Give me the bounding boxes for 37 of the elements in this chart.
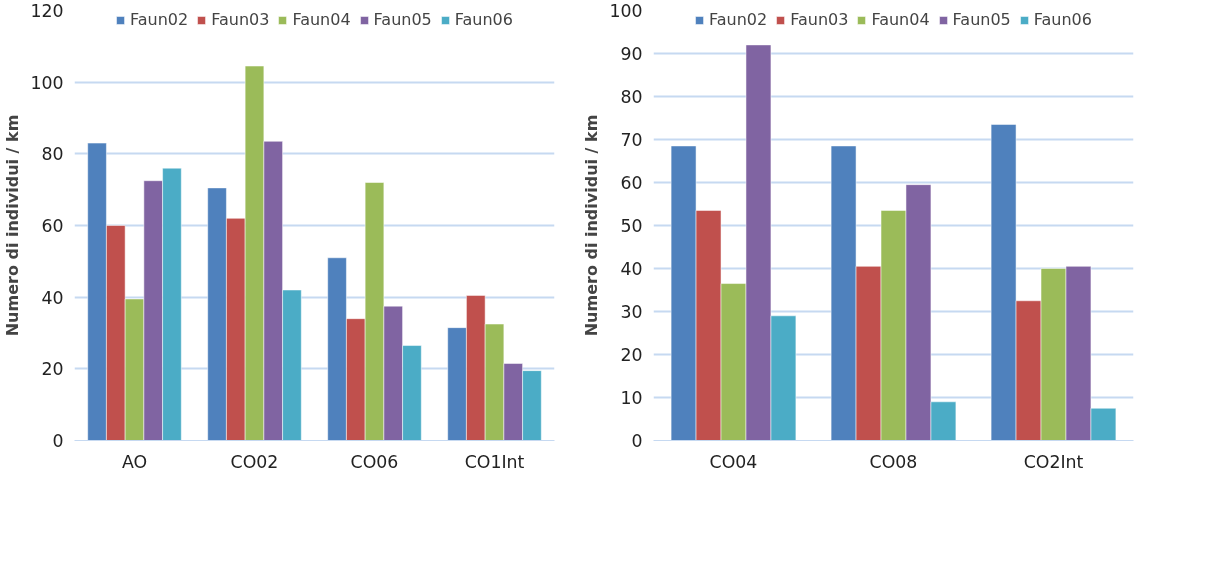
- y-tick-label: 30: [620, 302, 643, 322]
- y-tick-label: 40: [41, 287, 64, 308]
- y-tick-label: 100: [609, 1, 643, 21]
- x-tick-label: CO2Int: [1023, 451, 1084, 472]
- legend-label: Faun05: [373, 10, 432, 29]
- y-tick-label: 20: [41, 359, 64, 380]
- legend-label: Faun03: [790, 10, 849, 29]
- y-tick-label: 0: [52, 431, 64, 451]
- x-tick-label: CO06: [350, 451, 399, 472]
- y-axis-title: Numero di individui / km: [3, 114, 23, 337]
- y-tick-label: 80: [41, 144, 64, 165]
- legend-label: Faun04: [871, 10, 930, 29]
- x-tick-label: CO02: [230, 451, 279, 472]
- y-tick-label: 0: [631, 431, 643, 451]
- y-tick-label: 40: [620, 259, 643, 279]
- y-tick-label: 50: [620, 216, 643, 236]
- y-tick-label: 90: [620, 44, 643, 64]
- legend-label: Faun06: [454, 10, 513, 29]
- x-tick-label: CO04: [709, 451, 758, 472]
- legend-label: Faun03: [211, 10, 270, 29]
- y-tick-label: 60: [620, 173, 643, 193]
- y-tick-label: 100: [30, 72, 64, 93]
- x-tick-label: CO08: [869, 451, 918, 472]
- x-tick-label: AO: [121, 451, 148, 472]
- y-tick-label: 120: [30, 1, 64, 21]
- y-tick-label: 80: [620, 87, 643, 107]
- y-tick-label: 60: [41, 216, 64, 236]
- legend-label: Faun02: [709, 10, 768, 29]
- y-axis-title: Numero di individui / km: [582, 114, 602, 337]
- legend-label: Faun05: [952, 10, 1011, 29]
- y-tick-label: 20: [620, 345, 643, 365]
- legend-label: Faun04: [292, 10, 351, 29]
- legend-label: Faun06: [1033, 10, 1092, 29]
- y-tick-label: 10: [620, 388, 643, 408]
- legend-label: Faun02: [130, 10, 189, 29]
- x-tick-label: CO1Int: [464, 451, 525, 472]
- y-tick-label: 70: [620, 130, 643, 150]
